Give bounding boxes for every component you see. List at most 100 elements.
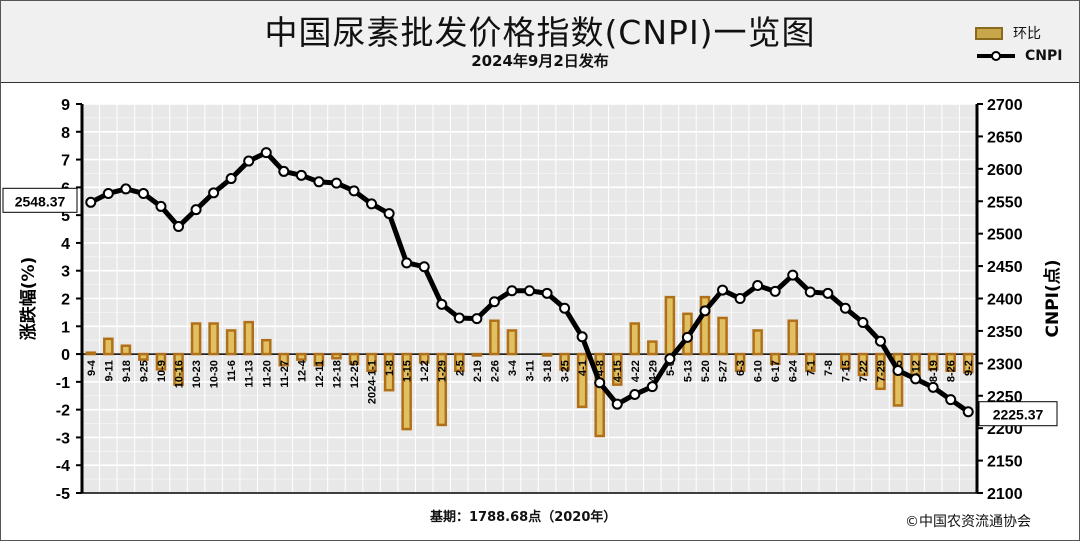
cnpi-point-11-27 <box>278 165 290 177</box>
cnpi-point-8-19 <box>927 381 939 393</box>
x-tick-label: 6-10 <box>753 360 765 382</box>
y-left-tick-label: -2 <box>56 403 70 420</box>
callout-first-box <box>2 187 78 213</box>
x-tick-label: 3-18 <box>542 360 554 382</box>
bar-3-18 <box>541 352 553 357</box>
bar-9-4 <box>85 351 97 356</box>
y-right-tick-label: 2700 <box>987 97 1023 114</box>
bar-2-26 <box>489 319 500 356</box>
x-tick-label: 2-26 <box>489 360 501 382</box>
bar-1-22 <box>418 352 430 364</box>
cnpi-point-1-15 <box>401 257 413 269</box>
cnpi-point-7-1 <box>804 286 816 298</box>
cnpi-point-4-22 <box>629 388 641 400</box>
cnpi-point-12-25 <box>348 185 360 197</box>
y-left-tick-label: 1 <box>61 319 70 336</box>
y-left-tick-label: 2 <box>61 292 70 309</box>
bar-6-10 <box>752 329 763 356</box>
bar-2-19 <box>471 352 483 357</box>
bar-9-2 <box>962 352 974 374</box>
x-tick-label: 3-11 <box>525 360 537 381</box>
cnpi-point-10-9 <box>155 200 167 212</box>
x-tick-label: 11-6 <box>226 360 238 381</box>
x-tick-label: 10-16 <box>174 360 186 388</box>
x-tick-label: 11-13 <box>244 360 256 388</box>
cnpi-point-1-29 <box>436 298 448 310</box>
cnpi-point-3-18 <box>541 287 553 299</box>
cnpi-point-3-25 <box>559 302 571 314</box>
bar-10-30 <box>208 322 219 356</box>
cnpi-point-11-20 <box>260 147 272 159</box>
x-tick-label: 11-27 <box>279 360 291 388</box>
x-tick-label: 5-13 <box>682 360 694 382</box>
y-right-tick-label: 2150 <box>987 454 1023 471</box>
cnpi-point-6-10 <box>752 280 764 292</box>
cnpi-point-8-26 <box>945 394 957 406</box>
x-tick-label: 8-19 <box>928 360 940 382</box>
cnpi-point-3-11 <box>524 285 535 297</box>
callout-last-value: 2225.37 <box>993 407 1044 423</box>
callout-last-box <box>978 401 1058 427</box>
x-tick-label: 4-15 <box>612 360 624 382</box>
x-tick-label: 12-11 <box>314 360 326 388</box>
legend-line-swatch <box>977 51 1015 61</box>
cnpi-point-9-25 <box>137 187 149 199</box>
x-tick-label: 3-4 <box>507 359 519 376</box>
y-left-tick-label: 3 <box>61 264 70 281</box>
y-left-tick-label: -1 <box>56 375 70 392</box>
callout-first-value: 2548.37 <box>15 193 66 209</box>
x-tick-label: 3-25 <box>560 360 572 382</box>
x-tick-label: 10-30 <box>209 360 221 388</box>
bar-7-1 <box>804 352 816 372</box>
cnpi-point-4-1 <box>576 331 588 343</box>
bar-6-17 <box>769 352 781 366</box>
cnpi-point-2024-1-1 <box>366 198 378 210</box>
x-tick-label: 1-15 <box>402 360 414 382</box>
y-left-tick-label: 4 <box>61 236 70 253</box>
x-tick-label: 9-25 <box>138 360 150 382</box>
legend-item-line: CNPI <box>975 45 1062 67</box>
x-tick-label: 1-29 <box>437 360 449 382</box>
x-tick-label: 9-2 <box>963 360 975 376</box>
bar-8-26 <box>945 352 956 372</box>
bar-11-6 <box>225 329 237 356</box>
y-left-tick-label: 7 <box>61 153 70 170</box>
chart-title: 中国尿素批发价格指数(CNPI)一览图 <box>264 13 816 52</box>
y-left-tick-label: 0 <box>61 347 70 364</box>
bar-2-5 <box>454 352 465 372</box>
x-tick-label: 6-17 <box>770 360 782 382</box>
x-tick-label: 1-22 <box>419 360 431 382</box>
bar-11-20 <box>260 338 272 356</box>
bar-9-18 <box>120 344 132 356</box>
base-period-note: 基期：1788.68点（2020年） <box>430 510 617 525</box>
legend-item-bar: 环比 <box>975 22 1041 44</box>
cnpi-point-5-20 <box>699 305 711 317</box>
bar-9-11 <box>103 337 114 356</box>
cnpi-point-6-24 <box>787 269 799 281</box>
y-right-axis-title: CNPI(点) <box>1042 259 1063 337</box>
y-right-tick-label: 2400 <box>987 292 1023 309</box>
bar-2024-1-1 <box>366 352 377 372</box>
y-left-tick-label: 8 <box>61 125 70 142</box>
cnpi-point-4-8 <box>594 377 606 389</box>
cnpi-point-8-12 <box>910 373 922 385</box>
legend-bar-swatch <box>975 26 1003 40</box>
cnpi-point-7-15 <box>839 302 851 314</box>
copyright-note: ©中国农资流通协会 <box>905 514 1031 530</box>
y-right-tick-label: 2350 <box>987 324 1023 341</box>
bar-3-4 <box>506 329 518 356</box>
cnpi-point-10-23 <box>190 204 202 216</box>
cnpi-point-12-4 <box>295 169 307 181</box>
cnpi-point-7-29 <box>874 335 886 347</box>
bar-7-22 <box>857 352 869 377</box>
x-tick-label: 10-9 <box>156 360 168 382</box>
cnpi-point-11-13 <box>243 155 255 167</box>
bar-11-13 <box>243 320 255 356</box>
x-tick-label: 9-4 <box>86 359 98 376</box>
bar-5-20 <box>699 295 711 356</box>
bar-12-4 <box>296 352 307 361</box>
x-tick-label: 8-26 <box>946 360 958 382</box>
bar-8-19 <box>927 352 939 371</box>
bar-5-6 <box>664 295 676 356</box>
